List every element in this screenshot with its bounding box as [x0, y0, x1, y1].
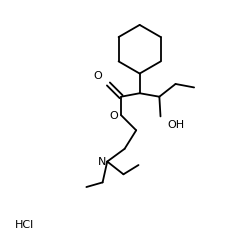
Text: HCl: HCl: [15, 219, 34, 229]
Text: OH: OH: [168, 119, 185, 129]
Text: O: O: [109, 111, 118, 121]
Text: N: N: [98, 156, 106, 166]
Text: O: O: [94, 71, 103, 81]
